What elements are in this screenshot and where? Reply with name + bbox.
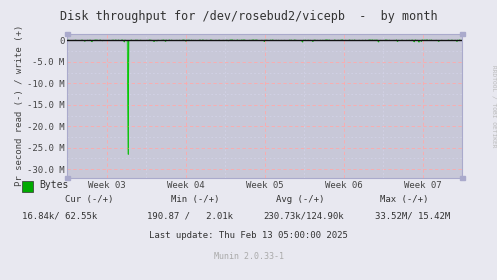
Text: Disk throughput for /dev/rosebud2/vicepb  -  by month: Disk throughput for /dev/rosebud2/vicepb… — [60, 10, 437, 23]
Text: Munin 2.0.33-1: Munin 2.0.33-1 — [214, 252, 283, 261]
Text: 190.87 /   2.01k: 190.87 / 2.01k — [147, 211, 233, 220]
Text: Cur (-/+): Cur (-/+) — [65, 195, 113, 204]
Text: Max (-/+): Max (-/+) — [380, 195, 428, 204]
Text: Bytes: Bytes — [39, 180, 68, 190]
Text: Last update: Thu Feb 13 05:00:00 2025: Last update: Thu Feb 13 05:00:00 2025 — [149, 231, 348, 240]
Y-axis label: Pr second read (-) / write (+): Pr second read (-) / write (+) — [15, 25, 24, 186]
Text: 16.84k/ 62.55k: 16.84k/ 62.55k — [22, 211, 97, 220]
Text: 33.52M/ 15.42M: 33.52M/ 15.42M — [375, 211, 450, 220]
Text: 230.73k/124.90k: 230.73k/124.90k — [263, 211, 344, 220]
Text: RRDTOOL / TOBI OETIKER: RRDTOOL / TOBI OETIKER — [491, 65, 496, 148]
Text: Min (-/+): Min (-/+) — [171, 195, 220, 204]
Text: Avg (-/+): Avg (-/+) — [276, 195, 324, 204]
